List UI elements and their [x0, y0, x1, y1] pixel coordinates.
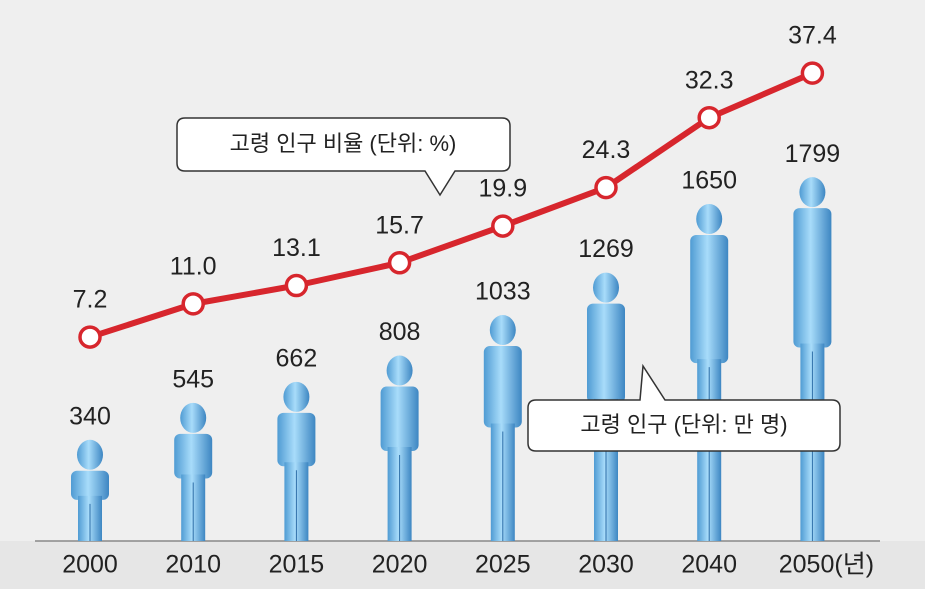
data-label: 37.4 — [788, 22, 837, 50]
figure-body — [690, 235, 729, 364]
line-point — [78, 325, 102, 349]
line-point — [491, 214, 515, 238]
line-point — [284, 273, 309, 298]
person-figure — [690, 204, 729, 541]
data-label: 19.9 — [478, 175, 527, 203]
data-label: 24.3 — [582, 136, 631, 164]
figure-head — [283, 381, 310, 412]
line-point — [387, 251, 412, 275]
data-label: 662 — [276, 344, 318, 372]
callout-box — [527, 363, 841, 452]
x-tick-label: 2050(년) — [779, 551, 874, 579]
figure-body — [71, 470, 109, 500]
person-figure — [483, 315, 522, 541]
figure-body — [380, 386, 419, 452]
data-label: 32.3 — [685, 66, 734, 94]
person-figure — [793, 177, 832, 541]
figure-body — [174, 433, 213, 479]
axis-band — [0, 541, 925, 589]
x-tick-label: 2015 — [269, 551, 325, 579]
line — [89, 70, 814, 340]
figure-body — [277, 412, 316, 467]
x-tick-label: 2000 — [62, 551, 118, 579]
callout-ratio: 고령 인구 비율 (단위: %) — [176, 117, 511, 197]
data-label: 1799 — [785, 140, 841, 168]
callout-box — [176, 117, 511, 197]
x-tick-label: 2025 — [475, 551, 531, 579]
data-label: 1033 — [475, 278, 531, 306]
data-label: 11.0 — [170, 252, 217, 280]
data-label: 13.1 — [272, 234, 321, 262]
ratio-line: 7.2 11.0 13.1 15.7 19.9 24.3 32.3 37.4 — [73, 22, 837, 349]
figure-head — [593, 272, 619, 303]
x-tick-label: 2010 — [165, 551, 221, 579]
callout-text: 고령 인구 비율 (단위: %) — [230, 131, 457, 156]
data-label: 808 — [379, 318, 421, 346]
figure-head — [180, 402, 207, 433]
figure-body — [793, 208, 832, 348]
line-point — [800, 61, 825, 85]
data-label: 1650 — [681, 167, 737, 195]
data-label: 340 — [69, 402, 111, 430]
data-label: 7.2 — [73, 286, 108, 314]
person-figure — [174, 402, 213, 541]
callout-text: 고령 인구 (단위: 만 명) — [580, 412, 787, 437]
line-point — [594, 175, 618, 200]
line-point — [181, 292, 205, 316]
callout-population: 고령 인구 (단위: 만 명) — [527, 363, 841, 452]
figure-body — [483, 346, 522, 428]
figure-head — [799, 177, 826, 208]
data-label: 545 — [172, 366, 214, 394]
figure-head — [696, 204, 723, 234]
figure-body — [587, 303, 625, 403]
person-figure — [380, 355, 419, 541]
data-label: 1269 — [578, 235, 634, 263]
figures: 340 545 662 808 1033 1269 1650 1799 — [69, 140, 840, 541]
x-tick-label: 2030 — [578, 551, 634, 579]
figure-head — [77, 439, 103, 470]
x-tick-label: 2040 — [681, 551, 737, 579]
figure-head — [489, 315, 516, 346]
data-label: 15.7 — [375, 211, 424, 239]
person-figure — [277, 381, 316, 541]
line-point — [697, 105, 721, 130]
x-tick-label: 2020 — [372, 551, 428, 579]
person-figure — [71, 439, 109, 541]
figure-head — [386, 355, 413, 386]
